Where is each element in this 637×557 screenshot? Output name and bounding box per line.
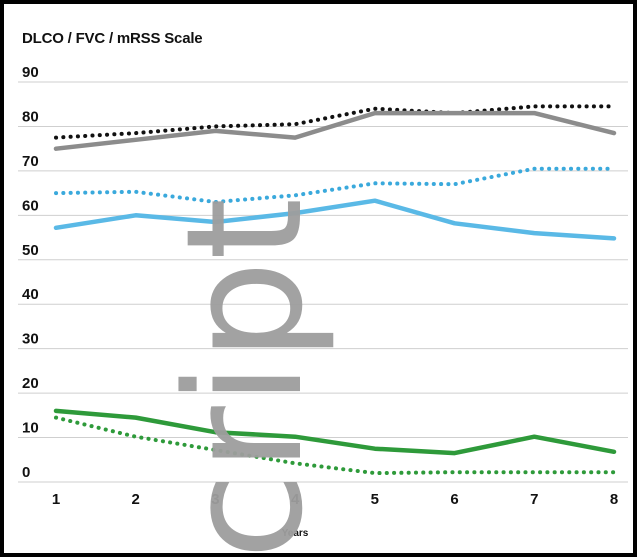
- x-tick-label: 5: [371, 491, 379, 508]
- watermark-text: cript: [151, 198, 338, 557]
- series-line-2: [54, 166, 616, 204]
- y-tick-label: 70: [22, 153, 39, 170]
- x-tick-label: 8: [610, 491, 618, 508]
- y-tick-label: 40: [22, 286, 39, 303]
- y-tick-label: 80: [22, 108, 39, 125]
- y-tick-label: 90: [22, 64, 39, 81]
- y-tick-label: 30: [22, 331, 39, 348]
- y-tick-label: 50: [22, 242, 39, 259]
- x-tick-labels: 1 2 3 4 5 6 7 8: [52, 491, 618, 508]
- x-tick-label: 1: [52, 491, 60, 508]
- y-tick-label: 20: [22, 375, 39, 392]
- chart-title: DLCO / FVC / mRSS Scale: [22, 30, 203, 47]
- x-tick-label: 7: [530, 491, 538, 508]
- series-lines: [53, 104, 617, 476]
- y-tick-label: 10: [22, 420, 39, 437]
- series-line-5: [54, 415, 616, 476]
- y-tick-labels: 0 10 20 30 40 50 60 70 80 90: [22, 64, 39, 481]
- series-line-1: [53, 110, 617, 151]
- x-tick-label: 3: [211, 491, 219, 508]
- x-tick-label: 6: [450, 491, 458, 508]
- y-tick-label: 0: [22, 464, 30, 481]
- x-tick-label: 4: [291, 491, 300, 508]
- x-axis-label: Years: [282, 528, 309, 539]
- series-line-0: [54, 104, 616, 140]
- series-line-4: [53, 408, 617, 456]
- x-tick-label: 2: [132, 491, 140, 508]
- series-line-3: [53, 198, 617, 241]
- y-tick-label: 60: [22, 197, 39, 214]
